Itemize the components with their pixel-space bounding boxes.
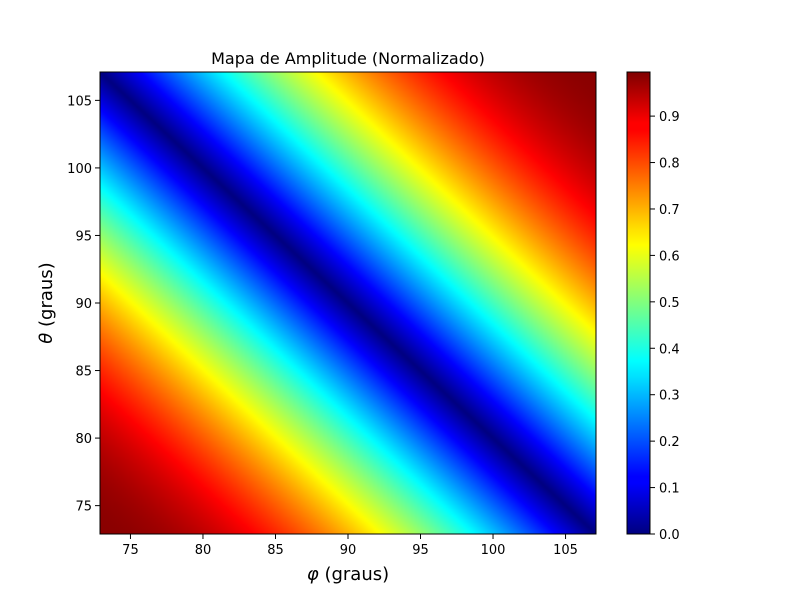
heatmap-image (100, 72, 596, 534)
x-tick-label: 80 (195, 543, 212, 558)
colorbar-tick-label: 0.2 (659, 435, 680, 450)
x-tick-label: 100 (481, 543, 506, 558)
colorbar-tick-label: 0.5 (659, 296, 680, 311)
chart-title: Mapa de Amplitude (Normalizado) (211, 49, 485, 68)
colorbar-tick-label: 0.3 (659, 389, 680, 404)
y-axis-ticks: 75 80 85 90 95 100 105 (67, 94, 100, 515)
colorbar-ticks: 0.0 0.1 0.2 0.3 0.4 0.5 0.6 0.7 0.8 0.9 (650, 110, 680, 543)
y-tick-label: 80 (75, 432, 92, 447)
colorbar-tick-label: 0.1 (659, 482, 680, 497)
y-axis-label-symbol: θ (36, 333, 57, 344)
colorbar-tick-label: 0.4 (659, 342, 680, 357)
y-axis-label: θ (graus) (36, 262, 57, 343)
y-tick-label: 100 (67, 162, 92, 177)
y-tick-label: 90 (75, 297, 92, 312)
y-tick-label: 95 (75, 229, 92, 244)
colorbar-tick-label: 0.9 (659, 110, 680, 125)
colorbar-tick-label: 0.6 (659, 249, 680, 264)
x-tick-label: 90 (340, 543, 357, 558)
y-axis-label-text: (graus) (36, 262, 57, 332)
y-tick-label: 85 (75, 365, 92, 380)
y-tick-label: 105 (67, 94, 92, 109)
x-tick-label: 105 (553, 543, 578, 558)
x-tick-label: 95 (412, 543, 429, 558)
x-tick-label: 85 (267, 543, 284, 558)
x-axis-label-symbol: φ (307, 564, 319, 585)
colorbar-tick-label: 0.8 (659, 157, 680, 172)
x-axis-label-text: (graus) (319, 564, 389, 585)
x-axis-ticks: 75 80 85 90 95 100 105 (122, 534, 578, 558)
colorbar-tick-label: 0.0 (659, 528, 680, 543)
y-tick-label: 75 (75, 500, 92, 515)
colorbar (626, 71, 651, 535)
x-tick-label: 75 (122, 543, 139, 558)
colorbar-tick-label: 0.7 (659, 203, 680, 218)
x-axis-label: φ (graus) (307, 564, 389, 585)
